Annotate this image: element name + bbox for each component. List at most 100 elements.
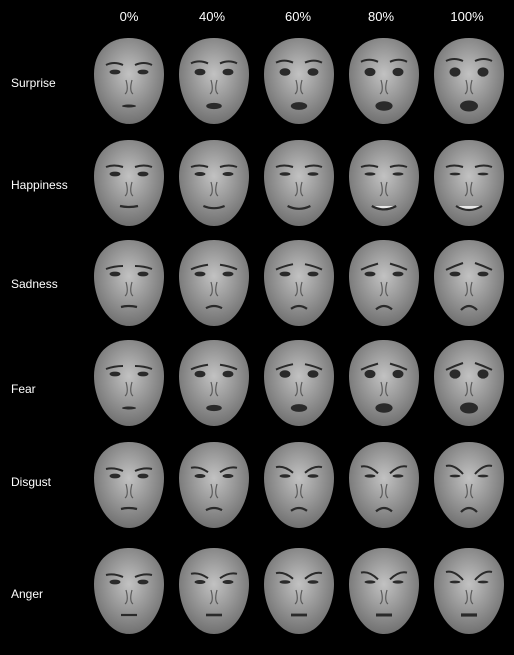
face-image-anger-100 (434, 548, 504, 634)
brow-right (134, 265, 153, 270)
nose (464, 181, 474, 197)
nose (294, 79, 304, 95)
mouth (202, 204, 226, 210)
brow-right (474, 164, 493, 168)
brow-left (275, 465, 294, 474)
brow-left (190, 263, 209, 271)
nose (294, 181, 304, 197)
face-outline (94, 442, 164, 528)
face-outline (349, 340, 419, 426)
nose (379, 181, 389, 197)
face-outline (179, 140, 249, 226)
eye-left (449, 172, 461, 176)
brow-right (389, 571, 408, 581)
brow-left (445, 464, 464, 475)
face-outline (434, 442, 504, 528)
eye-right (137, 371, 149, 377)
eye-right (477, 474, 489, 478)
eye-left (279, 580, 291, 584)
brow-right (219, 164, 238, 168)
brow-left (360, 58, 379, 63)
face-image-anger-80 (349, 548, 419, 634)
eye-left (109, 69, 121, 75)
row-label-anger: Anger (11, 587, 44, 601)
eye-left (364, 580, 376, 584)
eye-right (307, 580, 319, 584)
nose (464, 483, 474, 499)
nose (209, 79, 219, 95)
eye-right (137, 171, 149, 177)
face-outline (94, 240, 164, 326)
nose (379, 281, 389, 297)
eye-left (109, 171, 121, 177)
nose (294, 483, 304, 499)
brow-left (190, 466, 209, 474)
nose (464, 79, 474, 95)
brow-left (275, 59, 294, 64)
brow-left (105, 62, 124, 66)
brow-left (445, 164, 464, 168)
brow-left (105, 573, 124, 578)
face-image-disgust-80 (349, 442, 419, 528)
face-outline (94, 340, 164, 426)
face-image-surprise-0 (94, 38, 164, 124)
brow-right (134, 467, 153, 472)
face-image-happiness-60 (264, 140, 334, 226)
eye-right (307, 271, 319, 277)
brow-right (389, 262, 408, 271)
eye-right (222, 68, 234, 76)
eye-left (449, 369, 461, 379)
face-image-happiness-100 (434, 140, 504, 226)
mouth (119, 204, 139, 209)
nose (379, 79, 389, 95)
brow-left (105, 467, 124, 472)
brow-right (219, 466, 238, 474)
eye-right (222, 580, 234, 584)
face-image-sadness-100 (434, 240, 504, 326)
mouth (206, 404, 222, 412)
face-image-disgust-60 (264, 442, 334, 528)
nose (464, 589, 474, 605)
face-image-anger-40 (179, 548, 249, 634)
mouth (375, 506, 393, 513)
eye-left (449, 580, 461, 584)
nose (379, 483, 389, 499)
mouth (290, 304, 308, 310)
brow-left (360, 362, 379, 371)
face-outline (94, 548, 164, 634)
mouth (122, 104, 136, 108)
eye-right (137, 473, 149, 479)
eye-right (307, 68, 319, 76)
mouth (460, 506, 478, 513)
eye-left (194, 580, 206, 584)
eye-right (137, 69, 149, 75)
brow-right (219, 363, 238, 371)
eye-right (392, 67, 404, 77)
face-image-fear-100 (434, 340, 504, 426)
brow-left (445, 262, 464, 271)
eye-right (392, 271, 404, 277)
eye-left (449, 271, 461, 277)
brow-left (445, 58, 464, 62)
face-outline (434, 548, 504, 634)
eye-left (279, 370, 291, 378)
brow-right (389, 362, 408, 371)
eye-left (194, 370, 206, 378)
mouth (371, 205, 397, 211)
mouth (120, 304, 138, 309)
eye-right (392, 474, 404, 478)
face-image-happiness-40 (179, 140, 249, 226)
eye-right (392, 369, 404, 379)
brow-left (105, 365, 124, 370)
eye-left (194, 68, 206, 76)
brow-left (275, 164, 294, 168)
face-image-surprise-60 (264, 38, 334, 124)
mouth (120, 506, 138, 511)
mouth (375, 403, 393, 413)
nose (124, 589, 134, 605)
brow-left (275, 263, 294, 271)
mouth (460, 304, 478, 311)
brow-left (190, 60, 209, 65)
face-image-disgust-0 (94, 442, 164, 528)
face-outline (434, 140, 504, 226)
